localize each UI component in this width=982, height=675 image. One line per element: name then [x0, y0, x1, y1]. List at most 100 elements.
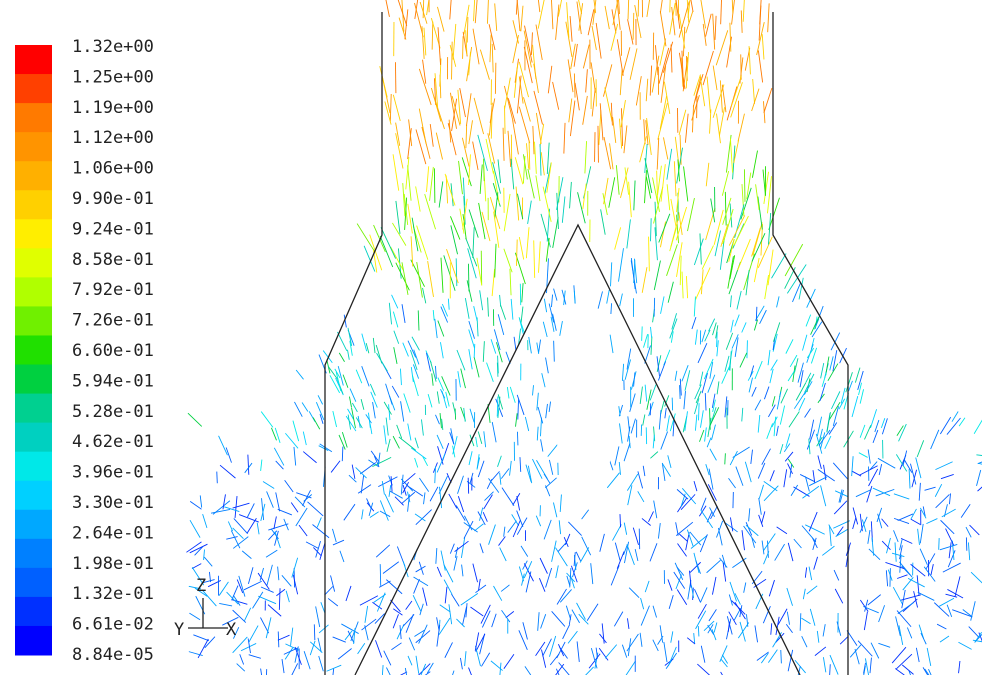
vector: [595, 22, 602, 59]
vector: [451, 95, 461, 126]
vector: [368, 502, 374, 517]
vector: [457, 475, 464, 494]
vector: [666, 415, 670, 432]
vector: [704, 329, 711, 342]
vector: [924, 486, 936, 491]
vector: [773, 322, 781, 342]
vector: [440, 306, 449, 323]
vector: [659, 0, 663, 14]
vector: [709, 448, 717, 461]
vector: [734, 593, 741, 605]
vector: [191, 566, 205, 586]
vector: [670, 631, 674, 643]
vector: [743, 525, 757, 544]
vector: [711, 393, 716, 408]
vector: [795, 382, 807, 401]
vector: [337, 366, 344, 386]
vector: [449, 543, 455, 554]
vector: [283, 518, 289, 531]
vector: [612, 524, 622, 541]
vector: [578, 613, 589, 625]
vector: [652, 177, 660, 212]
vector: [232, 502, 250, 509]
vector: [405, 157, 410, 190]
vector: [468, 320, 475, 339]
vector: [748, 508, 751, 522]
vector: [408, 119, 413, 147]
vector: [462, 177, 466, 206]
vector: [659, 38, 667, 66]
vector: [381, 480, 385, 495]
vector: [926, 647, 932, 667]
vector: [444, 642, 453, 658]
vector: [449, 432, 455, 444]
vector: [584, 141, 587, 174]
vector: [455, 505, 466, 521]
vector: [477, 460, 485, 478]
vector: [737, 113, 745, 142]
vector: [630, 418, 636, 434]
vector: [751, 232, 766, 262]
vector: [671, 313, 677, 330]
legend-label: 1.12e+00: [72, 128, 154, 148]
vector: [618, 0, 620, 15]
legend-swatch: [15, 451, 52, 482]
vector: [769, 368, 774, 384]
vector: [859, 599, 869, 612]
vector: [681, 488, 697, 505]
vector: [693, 633, 696, 644]
vector: [394, 496, 404, 506]
vector: [284, 647, 294, 660]
vector: [537, 0, 545, 29]
vector: [752, 78, 755, 104]
vector: [935, 494, 950, 509]
vector: [318, 445, 329, 451]
vector: [462, 198, 468, 230]
vector: [680, 494, 696, 510]
vector: [429, 360, 437, 382]
vector: [945, 528, 955, 546]
vector: [322, 350, 333, 364]
vector: [285, 643, 300, 651]
vector: [464, 515, 473, 531]
vector: [650, 218, 652, 242]
vector: [626, 348, 632, 370]
legend-label: 4.62e-01: [72, 432, 154, 452]
vector: [535, 515, 542, 527]
vector: [551, 540, 557, 562]
vector: [532, 458, 543, 479]
vector: [779, 405, 786, 425]
vector: [439, 413, 442, 429]
vector: [573, 290, 576, 304]
vector: [390, 476, 393, 492]
vector: [705, 162, 710, 187]
vector: [830, 332, 841, 351]
vector: [375, 640, 383, 658]
legend-swatch: [15, 596, 52, 627]
vector: [247, 503, 255, 518]
vector: [277, 508, 293, 516]
vector: [669, 318, 678, 339]
vector: [343, 503, 356, 521]
vector: [533, 90, 543, 125]
vector: [393, 608, 403, 616]
vector: [407, 655, 413, 666]
vector: [797, 362, 804, 383]
vector: [753, 319, 759, 331]
vector: [818, 428, 823, 443]
vector: [523, 46, 533, 84]
vector: [407, 494, 410, 512]
vector: [729, 295, 732, 308]
vector: [370, 450, 380, 463]
vector: [693, 238, 704, 266]
vector: [780, 388, 788, 404]
vector: [742, 0, 745, 22]
vector: [557, 0, 562, 17]
vector: [510, 298, 514, 320]
vector: [582, 44, 590, 69]
vector: [455, 258, 458, 287]
vector: [503, 653, 515, 669]
vector: [539, 123, 545, 147]
vector: [641, 326, 643, 341]
vector: [700, 410, 704, 428]
